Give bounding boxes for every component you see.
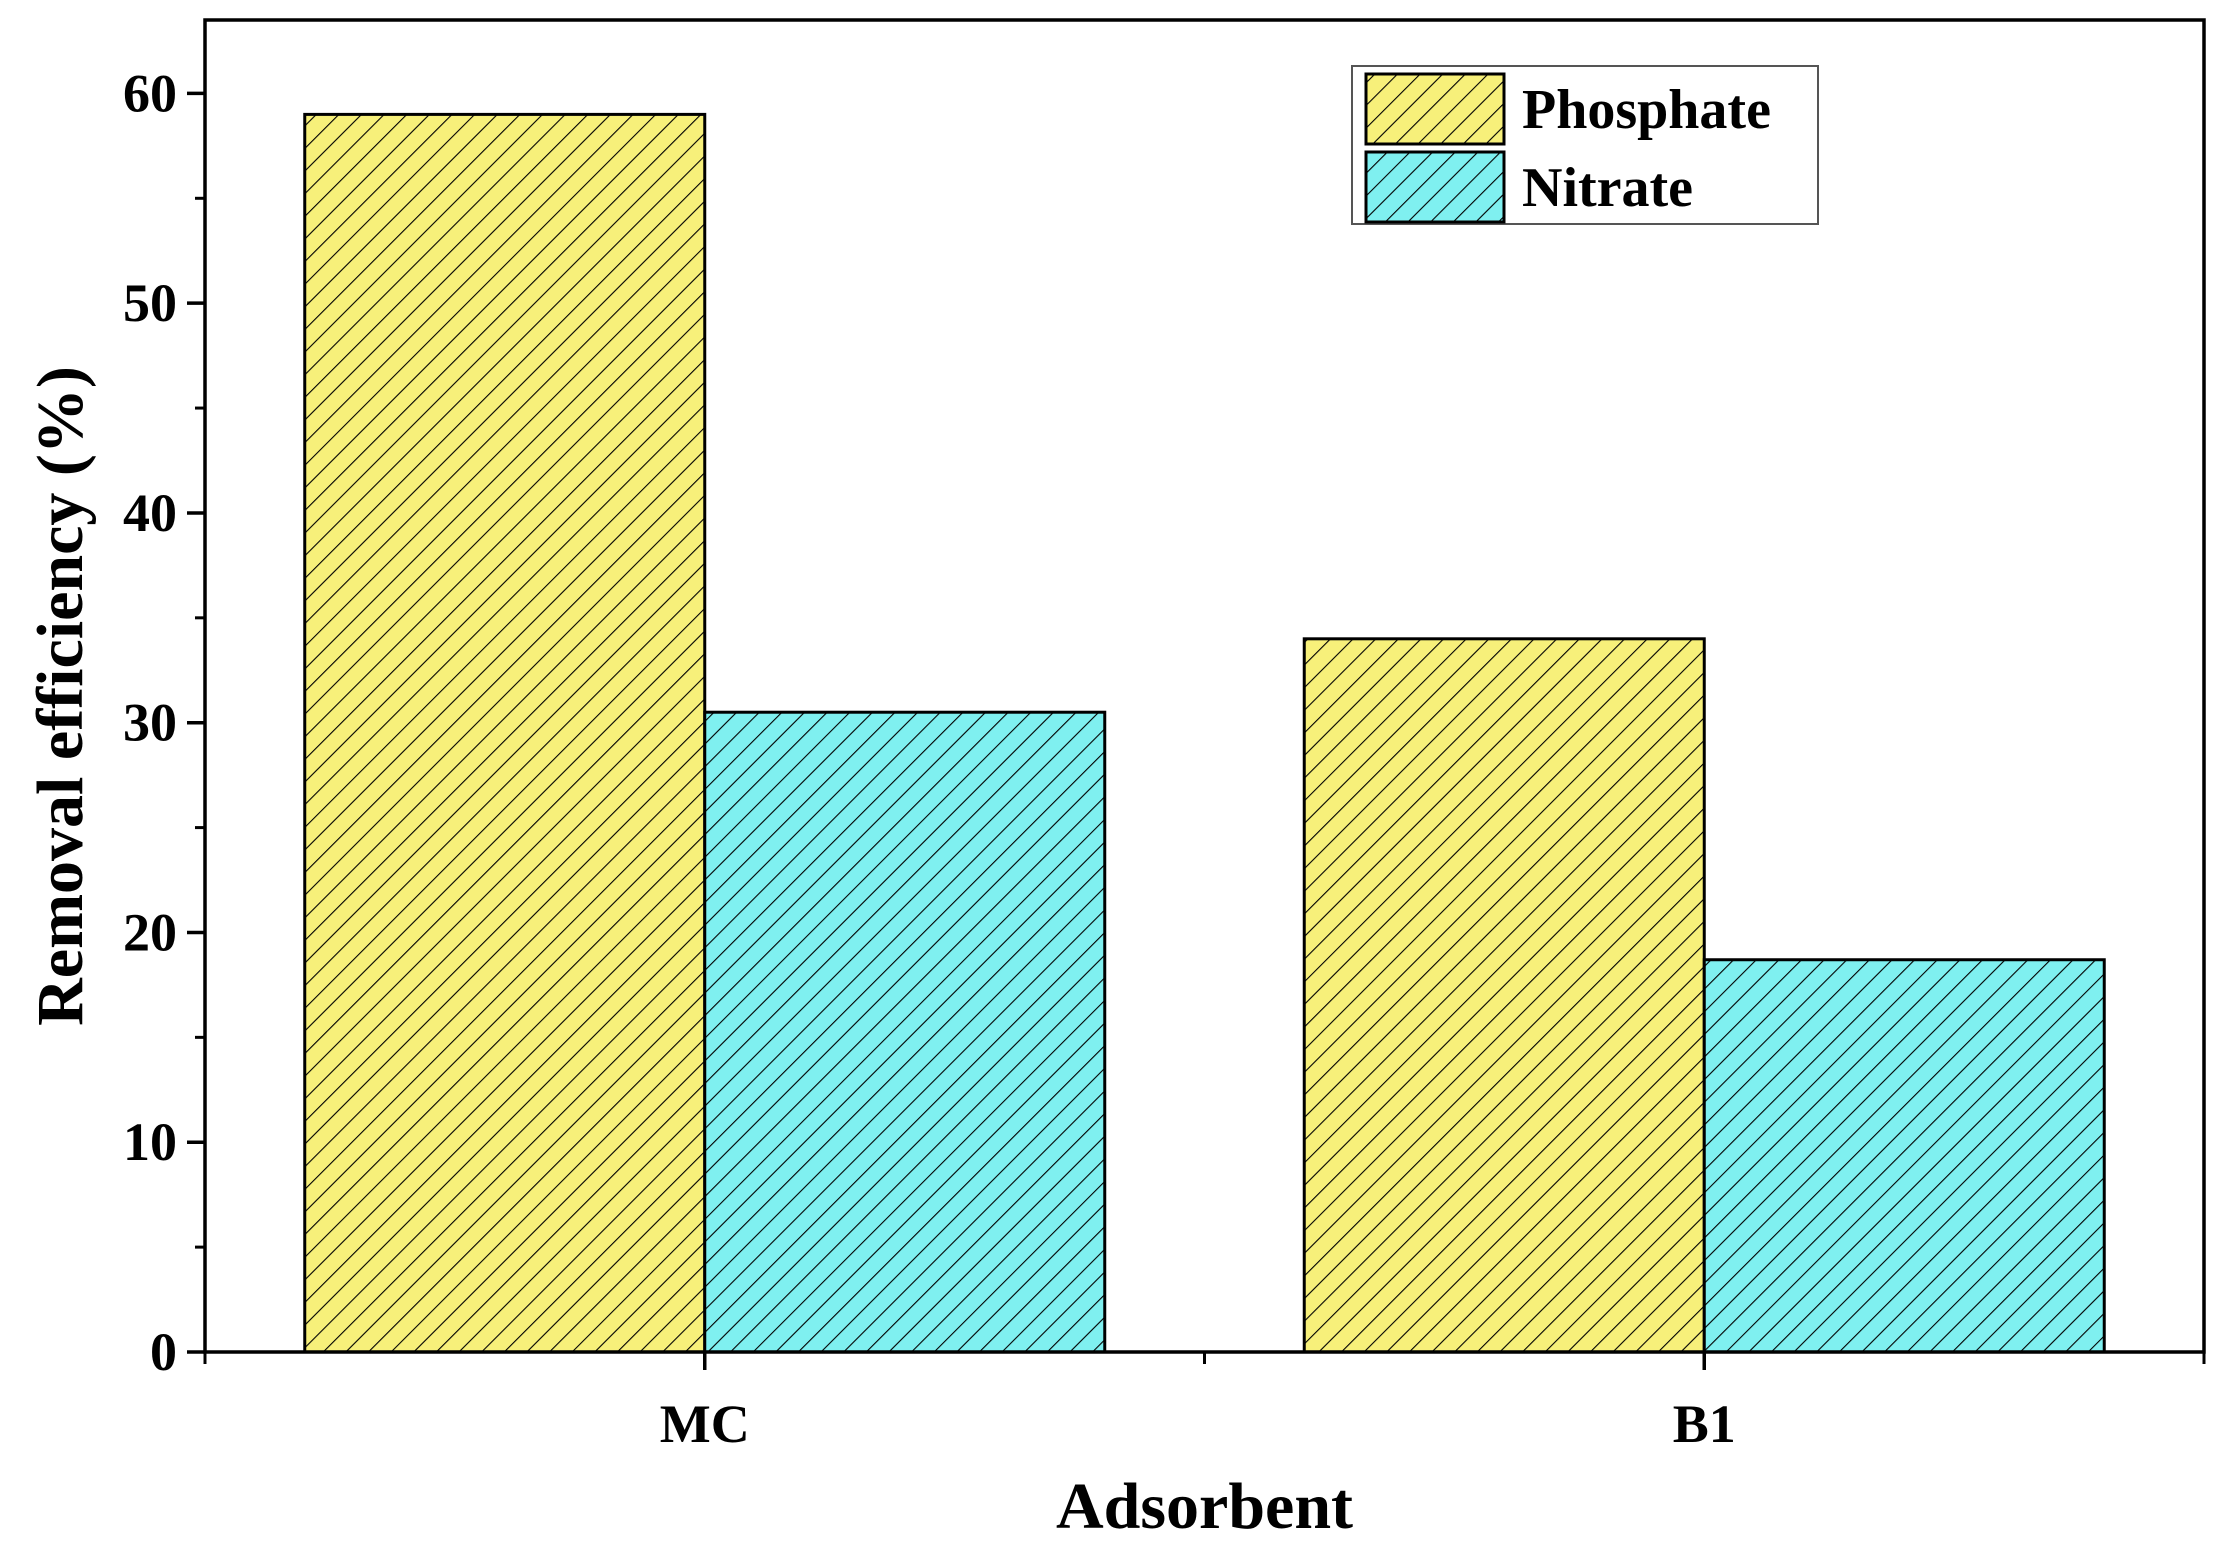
y-tick-label: 60: [123, 63, 177, 123]
bar-phosphate-mc: [303, 112, 707, 1354]
bar-phosphate-b1: [1302, 637, 1706, 1354]
x-tick-label: MC: [660, 1394, 750, 1454]
bar-nitrate-b1: [1702, 958, 2106, 1354]
legend-label-phosphate: Phosphate: [1522, 79, 1771, 141]
legend-swatch-nitrate: [1364, 150, 1506, 224]
legend-swatch-phosphate: [1364, 72, 1506, 146]
x-tick-label: B1: [1673, 1394, 1736, 1454]
y-tick-label: 0: [150, 1322, 177, 1382]
y-tick-label: 30: [123, 693, 177, 753]
y-tick-label: 10: [123, 1112, 177, 1172]
y-axis-title: Removal efficiency (%): [24, 366, 97, 1026]
y-tick-label: 20: [123, 902, 177, 962]
y-tick-label: 50: [123, 273, 177, 333]
bar-nitrate-mc: [703, 710, 1107, 1354]
x-axis-title: Adsorbent: [1056, 1470, 1353, 1543]
legend: Phosphate Nitrate: [1351, 65, 1819, 225]
y-tick-label: 40: [123, 483, 177, 543]
legend-label-nitrate: Nitrate: [1522, 157, 1693, 219]
